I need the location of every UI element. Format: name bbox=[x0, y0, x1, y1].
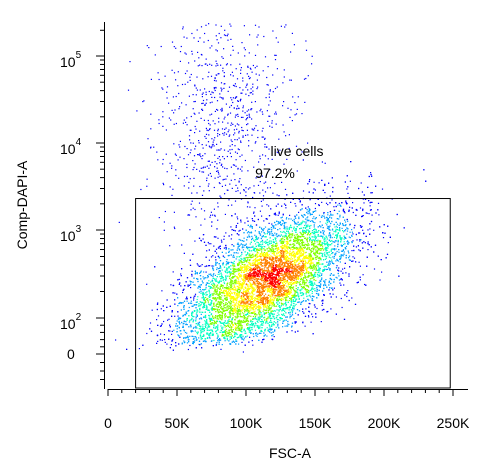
x-axis-ticks: 0 50K 100K 150K 200K 250K bbox=[104, 389, 470, 431]
gate-live-cells[interactable] bbox=[135, 198, 451, 389]
x-tick-label: 250K bbox=[437, 415, 470, 431]
y-axis-label: Comp-DAPI-A bbox=[14, 160, 30, 249]
x-axis-label: FSC-A bbox=[269, 445, 312, 461]
x-tick-label: 100K bbox=[230, 415, 263, 431]
y-axis-ticks: 0 102 103 104 105 bbox=[60, 29, 104, 380]
gate-name-label: live cells bbox=[271, 143, 324, 159]
y-tick-label: 103 bbox=[60, 224, 82, 244]
gate-percent-label: 97.2% bbox=[255, 165, 295, 181]
x-tick-label: 150K bbox=[299, 415, 332, 431]
y-tick-label: 0 bbox=[67, 346, 75, 362]
x-tick-label: 0 bbox=[104, 415, 112, 431]
density-dots bbox=[115, 23, 427, 353]
x-tick-label: 50K bbox=[165, 415, 191, 431]
y-tick-label: 104 bbox=[60, 137, 82, 157]
y-tick-label: 102 bbox=[60, 312, 82, 332]
y-tick-label: 105 bbox=[60, 50, 82, 70]
x-tick-label: 200K bbox=[368, 415, 401, 431]
